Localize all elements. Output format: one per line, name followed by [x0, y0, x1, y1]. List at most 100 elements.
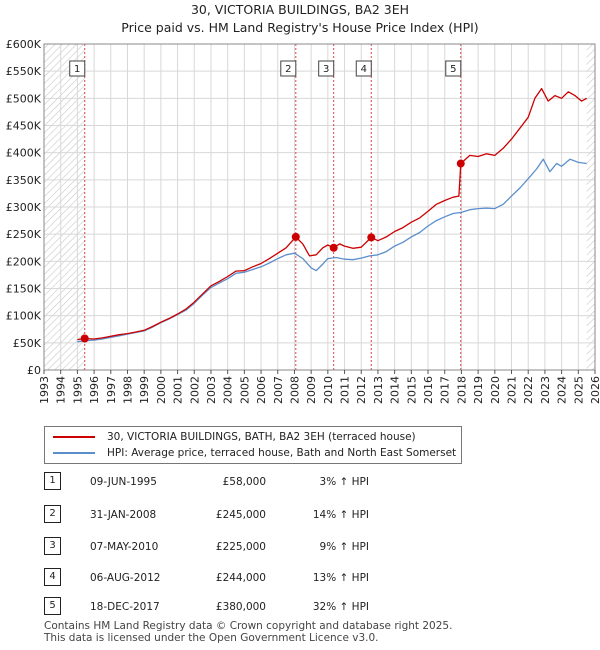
x-tick-label: 2004	[222, 376, 235, 404]
x-tick-label: 1997	[105, 376, 118, 404]
x-tick-label: 2026	[589, 376, 600, 404]
x-tick-label: 2017	[439, 376, 452, 404]
sale-marker-dot	[456, 159, 465, 168]
transaction-price: £225,000	[215, 541, 266, 553]
transaction-number-badge: 1	[44, 472, 61, 490]
property-series-line	[77, 87, 588, 341]
transaction-price: £244,000	[215, 572, 266, 584]
attribution-footer: Contains HM Land Registry data © Crown c…	[44, 620, 452, 644]
transaction-hpi-diff: 32% ↑ HPI	[312, 601, 369, 613]
marker-label-box	[445, 60, 462, 77]
transaction-number-badge: 3	[44, 537, 61, 555]
transaction-date: 06-AUG-2012	[90, 572, 161, 584]
y-tick-label: £0	[27, 364, 41, 377]
y-tick-label: £600K	[6, 38, 42, 51]
x-tick-label: 2022	[522, 376, 535, 404]
transaction-date: 31-JAN-2008	[90, 509, 157, 521]
legend-label-property: 30, VICTORIA BUILDINGS, BATH, BA2 3EH (t…	[107, 431, 416, 443]
x-tick-label: 2011	[339, 376, 352, 404]
transaction-price: £380,000	[215, 601, 266, 613]
table-row: 1 09-JUN-1995 £58,000 3% ↑ HPI	[44, 472, 424, 490]
x-tick-label: 2018	[455, 376, 468, 404]
x-tick-label: 2008	[288, 376, 301, 404]
x-tick-label: 2013	[372, 376, 385, 404]
x-tick-label: 2009	[305, 376, 318, 404]
y-tick-label: £150K	[6, 283, 42, 296]
transaction-number-badge: 4	[44, 568, 61, 586]
x-tick-label: 2020	[489, 376, 502, 404]
x-tick-label: 2012	[355, 376, 368, 404]
y-tick-label: £450K	[6, 120, 42, 133]
y-tick-label: £400K	[6, 147, 42, 160]
x-tick-label: 1993	[38, 376, 51, 404]
y-tick-label: £550K	[6, 65, 42, 78]
transaction-date: 18-DEC-2017	[90, 601, 160, 613]
transaction-hpi-diff: 13% ↑ HPI	[312, 572, 369, 584]
x-tick-label: 1998	[121, 376, 134, 404]
legend: 30, VICTORIA BUILDINGS, BATH, BA2 3EH (t…	[44, 426, 462, 464]
table-row: 3 07-MAY-2010 £225,000 9% ↑ HPI	[44, 537, 424, 555]
transaction-price: £58,000	[222, 476, 266, 488]
plot-frame	[43, 43, 596, 371]
x-tick-label: 2024	[556, 376, 569, 404]
x-tick-label: 2007	[272, 376, 285, 404]
transaction-number-badge: 5	[44, 597, 61, 615]
chart-area: 1 2 3 4 5 £0 £50K £100K £150K £200K £250K £300K £35…	[6, 38, 600, 404]
sale-marker-dot	[291, 232, 300, 241]
title-line-1: 30, VICTORIA BUILDINGS, BA2 3EH	[190, 2, 410, 17]
sale-marker-dot	[329, 243, 338, 252]
chart-title: 30, VICTORIA BUILDINGS, BA2 3EH Price pa…	[0, 1, 600, 37]
marker-label-box	[318, 60, 335, 77]
marker-label-number: 3	[323, 64, 329, 75]
legend-swatch-property	[53, 436, 95, 438]
sale-marker-dot	[80, 334, 89, 343]
transaction-hpi-diff: 14% ↑ HPI	[312, 509, 369, 521]
y-tick-label: £350K	[6, 174, 42, 187]
sale-marker-dot	[367, 233, 376, 242]
transaction-date: 09-JUN-1995	[90, 476, 157, 488]
table-row: 4 06-AUG-2012 £244,000 13% ↑ HPI	[44, 568, 424, 586]
x-tick-label: 2005	[238, 376, 251, 404]
x-tick-label: 2016	[422, 376, 435, 404]
marker-label-number: 5	[450, 64, 456, 75]
title-line-2: Price paid vs. HM Land Registry's House …	[121, 20, 479, 35]
table-row: 2 31-JAN-2008 £245,000 14% ↑ HPI	[44, 505, 424, 523]
x-tick-label: 2003	[205, 376, 218, 404]
marker-label-number: 4	[361, 64, 367, 75]
x-tick-label: 2019	[472, 376, 485, 404]
x-tick-label: 2001	[172, 376, 185, 404]
x-tick-label: 2006	[255, 376, 268, 404]
y-tick-label: £100K	[6, 310, 42, 323]
marker-label-box	[280, 60, 297, 77]
x-tick-label: 2010	[322, 376, 335, 404]
x-tick-label: 2015	[405, 376, 418, 404]
legend-label-hpi: HPI: Average price, terraced house, Bath…	[107, 447, 457, 459]
marker-label-number: 2	[285, 64, 291, 75]
x-tick-label: 2025	[572, 376, 585, 404]
x-tick-label: 2002	[188, 376, 201, 404]
x-tick-label: 2000	[155, 376, 168, 404]
y-tick-label: £250K	[6, 228, 42, 241]
marker-label-number: 1	[74, 64, 80, 75]
footer-line-2: This data is licensed under the Open Gov…	[44, 632, 379, 644]
transaction-date: 07-MAY-2010	[90, 541, 159, 553]
y-tick-label: £50K	[13, 337, 42, 350]
transaction-hpi-diff: 9% ↑ HPI	[319, 541, 369, 553]
x-tick-label: 2023	[539, 376, 552, 404]
x-tick-label: 1996	[88, 376, 101, 404]
y-tick-label: £500K	[6, 92, 42, 105]
transaction-number-badge: 2	[44, 505, 61, 523]
legend-swatch-hpi	[53, 452, 95, 454]
x-tick-label: 1999	[138, 376, 151, 404]
table-row: 5 18-DEC-2017 £380,000 32% ↑ HPI	[44, 597, 424, 615]
footer-line-1: Contains HM Land Registry data © Crown c…	[44, 620, 453, 632]
marker-label-box	[69, 60, 86, 77]
x-tick-label: 2021	[506, 376, 519, 404]
x-tick-label: 1994	[55, 376, 68, 404]
transaction-hpi-diff: 3% ↑ HPI	[319, 476, 369, 488]
transaction-price: £245,000	[215, 509, 266, 521]
y-tick-label: £300K	[6, 201, 42, 214]
x-tick-label: 1995	[71, 376, 84, 404]
x-tick-label: 2014	[389, 376, 402, 404]
y-tick-label: £200K	[6, 255, 42, 268]
